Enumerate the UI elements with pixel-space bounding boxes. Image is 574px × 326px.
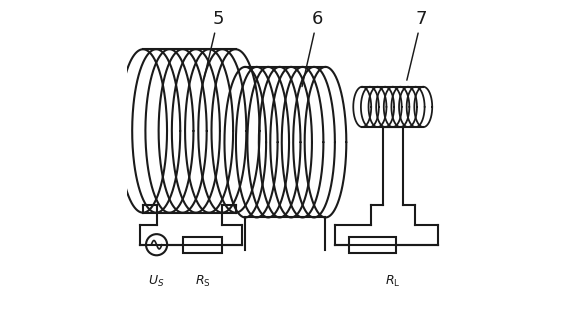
Bar — [183, 237, 222, 253]
Text: $R_{\mathregular{S}}$: $R_{\mathregular{S}}$ — [195, 274, 211, 289]
Text: $U_{\mathregular{S}}$: $U_{\mathregular{S}}$ — [148, 274, 165, 289]
Text: $R_{\mathregular{L}}$: $R_{\mathregular{L}}$ — [385, 274, 401, 289]
Text: 5: 5 — [204, 9, 224, 77]
Text: 7: 7 — [407, 9, 427, 80]
Bar — [349, 237, 396, 253]
Text: 6: 6 — [302, 9, 323, 87]
